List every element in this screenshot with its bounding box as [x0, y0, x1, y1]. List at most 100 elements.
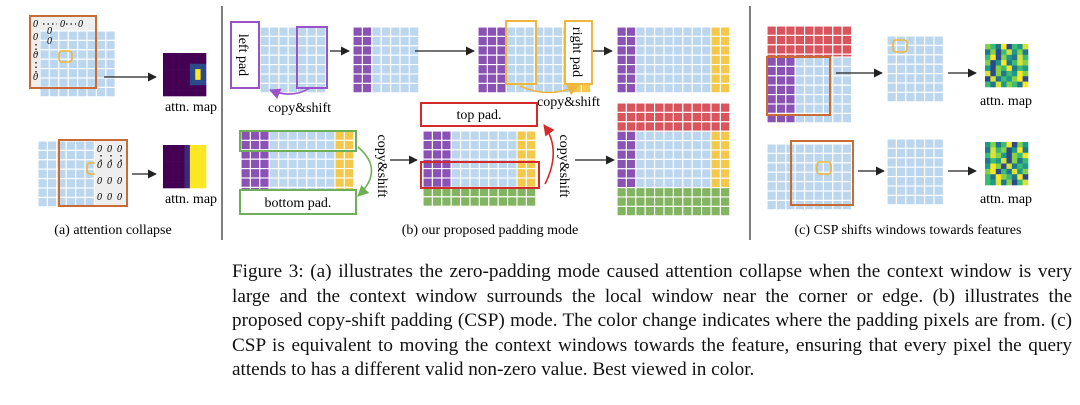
grid-cell — [701, 205, 712, 217]
grid-cell — [240, 177, 251, 188]
heat-cell — [1001, 44, 1007, 50]
grid-cell — [543, 35, 554, 47]
heat-cell — [1022, 168, 1029, 175]
grid-cell — [84, 149, 95, 161]
grid-cell — [822, 84, 834, 96]
grid-cell — [775, 199, 787, 211]
heat-cell — [184, 79, 191, 86]
grid-cell — [794, 94, 806, 105]
grid-cell — [682, 140, 693, 151]
grid-cell — [86, 58, 97, 70]
heat-cell — [1022, 60, 1029, 66]
grid-cell — [278, 158, 289, 170]
grid-cell — [496, 45, 507, 56]
heat-cell — [1001, 158, 1007, 164]
grid-cell — [719, 149, 731, 160]
grid-cell — [75, 187, 86, 198]
grid-cell — [296, 130, 308, 141]
grid-cell — [924, 185, 935, 196]
grid-cell — [486, 26, 498, 37]
grid-cell — [654, 26, 665, 37]
zero-glyph: 0 — [33, 32, 38, 43]
grid-cell — [352, 82, 363, 94]
grid-cell — [441, 177, 452, 188]
grid-cell — [813, 143, 824, 154]
grid-cell — [37, 159, 48, 170]
grid-cell — [390, 45, 401, 56]
grid-cell — [924, 91, 935, 103]
grid-cell — [895, 63, 907, 75]
heat-cell — [1006, 49, 1013, 56]
grid-cell — [710, 130, 721, 142]
grid-cell — [287, 177, 298, 188]
grid-cell — [525, 168, 537, 179]
grid-cell — [654, 177, 665, 189]
grid-cell — [469, 130, 480, 141]
grid-cell — [644, 111, 656, 123]
grid-cell — [841, 162, 853, 173]
heat-cell — [195, 155, 201, 162]
copy-shift-arrow-icon — [543, 124, 555, 185]
heat-cell — [184, 69, 191, 75]
grid-cell — [552, 73, 564, 84]
grid-cell — [766, 162, 777, 173]
grid-cell — [77, 68, 88, 79]
grid-cell — [37, 168, 48, 180]
grid-cell — [616, 140, 627, 151]
grid-cell — [249, 130, 261, 141]
panel-b-caption: (b) our proposed padding mode — [402, 223, 579, 238]
grid-cell — [37, 187, 48, 198]
grid-cell — [832, 171, 843, 183]
heat-cell — [985, 49, 991, 56]
grid-cell — [65, 168, 77, 180]
grid-cell — [719, 35, 731, 47]
grid-cell — [644, 73, 656, 84]
grid-cell — [841, 103, 853, 114]
feature-grid — [886, 35, 944, 103]
grid-cell — [924, 54, 935, 65]
grid-cell — [75, 159, 86, 170]
grid-cell — [278, 82, 289, 94]
grid-cell — [477, 26, 488, 37]
grid-cell — [390, 35, 401, 47]
heat-cell — [195, 58, 201, 65]
heat-cell — [1001, 49, 1007, 56]
grid-cell — [48, 77, 60, 88]
grid-cell — [477, 45, 488, 56]
grid-cell — [710, 111, 721, 123]
grid-cell — [516, 177, 527, 188]
heat-cell — [985, 142, 991, 148]
heat-cell — [1011, 65, 1018, 72]
heat-cell — [200, 150, 207, 157]
grid-cell — [325, 158, 336, 170]
grid-cell — [644, 158, 656, 170]
grid-cell — [813, 34, 824, 46]
grid-cell — [77, 58, 88, 70]
grid-cell — [719, 102, 731, 113]
grid-cell — [775, 171, 787, 183]
grid-cell — [635, 158, 646, 170]
grid-cell — [450, 177, 462, 188]
grid-cell — [682, 73, 693, 84]
grid-cell — [719, 26, 731, 37]
heat-cell — [200, 79, 207, 86]
heat-cell — [1022, 179, 1029, 186]
grid-cell — [488, 177, 499, 188]
heat-cell — [163, 53, 169, 59]
heat-cell — [1001, 65, 1007, 72]
copy-shift-arrow-icon — [519, 84, 580, 96]
zero-pad-band — [31, 17, 40, 87]
heat-cell — [163, 63, 169, 70]
grid-cell — [822, 44, 834, 55]
grid-cell — [343, 158, 355, 170]
grid-cell — [380, 73, 392, 84]
grid-cell — [105, 86, 116, 98]
grid-cell — [422, 130, 433, 141]
attention-maps — [163, 44, 1029, 189]
grid-cell — [543, 64, 554, 75]
top-pad-label: top pad. — [456, 108, 501, 123]
grid-cell — [644, 45, 656, 56]
grid-cell — [766, 44, 777, 55]
grid-cell — [460, 130, 471, 141]
grid-cell — [832, 75, 843, 86]
